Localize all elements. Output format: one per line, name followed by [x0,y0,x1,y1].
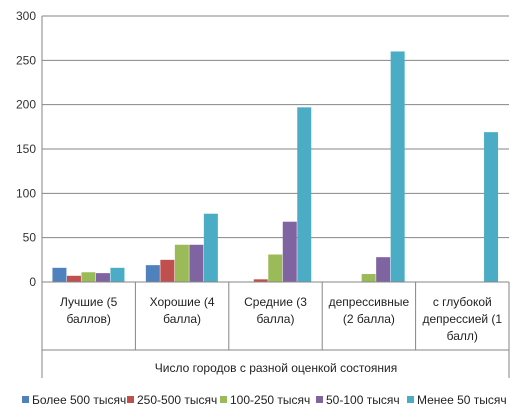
legend-label: Более 500 тысяч [32,393,126,407]
category-label: Лучшие (5 баллов) [60,295,118,326]
bar [95,273,110,282]
bar [189,244,204,282]
legend-label: 250-500 тысяч [137,393,217,407]
legend-swatch [127,396,134,403]
bar [253,279,268,282]
y-tick-label: 200 [16,98,36,112]
bar [160,259,175,282]
y-tick-label: 50 [23,231,37,245]
bars [52,51,499,283]
bar [282,221,297,282]
bar [110,267,125,282]
legend-swatch [22,396,29,403]
legend-label: 50-100 тысяч [326,393,400,407]
legend-label: Менее 50 тысяч [417,393,507,407]
y-tick-label: 100 [16,186,36,200]
category-label: с глубокой депрессией (1 балл) [422,295,502,343]
y-tick-label: 250 [16,53,36,67]
y-tick-label: 150 [16,142,36,156]
legend-swatch [316,396,323,403]
bar [484,132,499,282]
bar [52,267,67,282]
gridlines [42,15,509,239]
y-tick-label: 300 [16,9,36,23]
bar [66,275,81,282]
y-tick-label: 0 [29,275,36,289]
x-axis-title: Число городов с разной оценкой состояния [155,361,397,375]
axes [41,16,510,378]
category-label: Хорошие (4 балла) [150,295,215,326]
category-label: Средние (3 балла) [244,295,307,326]
y-tick-labels: 0 50 100 150 200 250 300 [16,9,36,289]
bar [376,257,391,282]
bar [361,274,376,282]
category-labels: Лучшие (5 баллов) Хорошие (4 балла) Средние … [60,295,502,343]
bar [81,272,96,282]
legend-swatch [220,396,227,403]
category-label: депрессивные (2 балла) [329,295,410,326]
bar [268,254,283,282]
legend: Более 500 тысяч 250-500 тысяч 100-250 тыся… [22,393,507,407]
legend-label: 100-250 тысяч [230,393,310,407]
legend-swatch [407,396,414,403]
bar [390,51,405,282]
bar [297,107,312,283]
bar [174,244,189,282]
bar [203,213,218,282]
bar [145,265,160,282]
